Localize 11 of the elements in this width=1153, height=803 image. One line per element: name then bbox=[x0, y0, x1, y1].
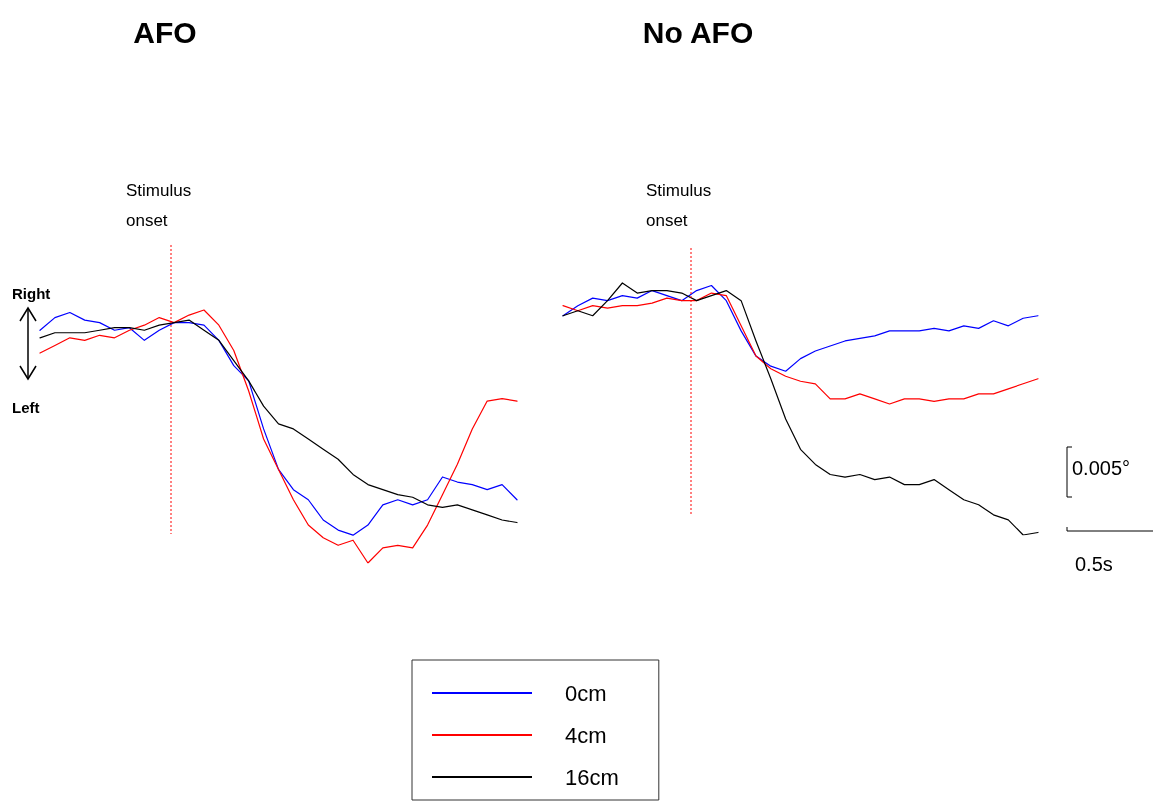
chart-title: AFO bbox=[133, 15, 197, 49]
chart-title: No AFO bbox=[642, 15, 754, 49]
legend-label: 16cm bbox=[565, 764, 619, 790]
legend-label: 4cm bbox=[565, 722, 607, 748]
legend-label: 0cm bbox=[565, 680, 607, 706]
text: 0.005° bbox=[1072, 457, 1131, 479]
text: Right bbox=[12, 285, 51, 302]
text: 0.5s bbox=[1075, 553, 1113, 575]
text: Stimulus onset bbox=[126, 180, 196, 230]
annotation: Left bbox=[12, 399, 40, 416]
text: Stimulus onset bbox=[646, 180, 716, 230]
